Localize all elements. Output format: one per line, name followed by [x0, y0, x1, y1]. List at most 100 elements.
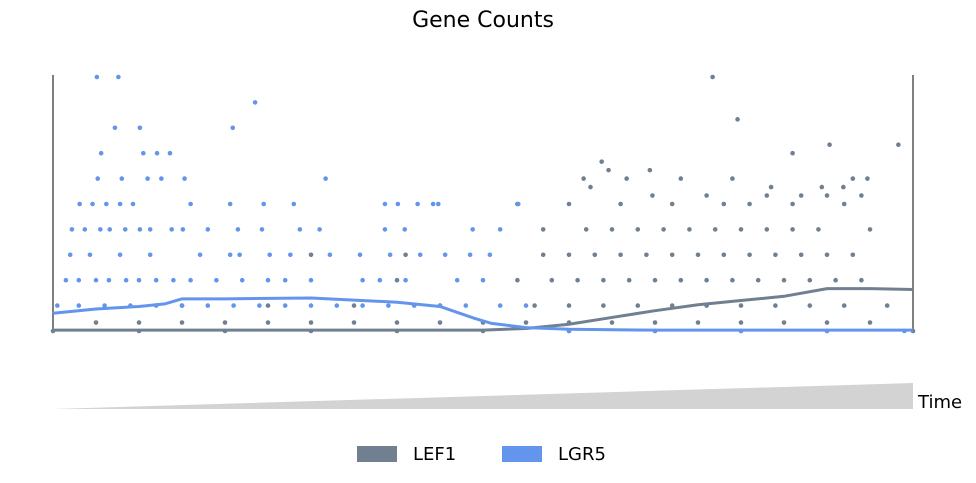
smooth-line: [53, 287, 914, 332]
data-point: [865, 176, 870, 181]
data-point: [154, 150, 160, 156]
data-point: [764, 227, 770, 232]
data-point: [102, 303, 107, 308]
data-point: [652, 277, 658, 283]
data-point: [403, 277, 408, 283]
data-point: [119, 176, 125, 181]
data-point: [382, 201, 388, 207]
data-point: [523, 303, 529, 308]
data-point: [55, 303, 60, 308]
data-point: [137, 227, 143, 232]
data-point: [182, 176, 187, 181]
data-point: [395, 201, 401, 207]
data-point: [351, 320, 357, 325]
data-point: [430, 201, 436, 207]
data-point: [442, 252, 448, 258]
data-point: [790, 150, 795, 156]
data-point: [403, 252, 408, 258]
legend-label: LGR5: [558, 444, 606, 465]
data-point: [515, 201, 521, 207]
data-point: [382, 227, 388, 232]
data-point: [291, 201, 297, 207]
data-point: [230, 125, 236, 131]
data-point: [768, 184, 774, 190]
data-point: [601, 277, 606, 283]
data-point: [351, 303, 357, 308]
data-point: [171, 277, 176, 283]
data-point: [377, 277, 383, 283]
data-point: [721, 252, 727, 258]
data-point: [117, 252, 123, 258]
data-point: [850, 176, 856, 181]
data-point: [95, 176, 101, 181]
data-point: [357, 252, 363, 258]
data-point: [730, 176, 735, 181]
data-point: [435, 201, 441, 207]
data-point: [730, 277, 735, 283]
data-point: [669, 252, 675, 258]
data-point: [601, 303, 606, 308]
data-point: [259, 227, 265, 232]
data-point: [237, 252, 242, 258]
data-point: [781, 277, 787, 283]
data-point: [738, 320, 744, 325]
data-point: [566, 252, 572, 258]
legend-swatch: [502, 446, 542, 462]
data-point: [867, 227, 873, 232]
data-point: [252, 100, 258, 105]
data-point: [93, 277, 99, 283]
data-point: [532, 303, 537, 308]
data-point: [98, 227, 103, 232]
data-point: [288, 252, 293, 258]
data-point: [566, 201, 572, 207]
data-point: [317, 227, 322, 232]
data-point: [841, 303, 847, 308]
data-point: [147, 252, 153, 258]
data-point: [652, 320, 658, 325]
data-point: [267, 252, 273, 258]
data-point: [265, 320, 271, 325]
data-point: [147, 227, 153, 232]
data-point: [790, 201, 795, 207]
legend-swatch: [357, 446, 397, 462]
data-point: [463, 303, 469, 308]
data-point: [738, 303, 744, 308]
data-point: [695, 252, 701, 258]
data-point: [695, 320, 701, 325]
data-point: [437, 320, 443, 325]
data-point: [575, 277, 580, 283]
data-point: [188, 277, 193, 283]
data-point: [308, 252, 314, 258]
data-point: [93, 320, 99, 325]
data-point: [807, 277, 813, 283]
data-point: [859, 193, 864, 198]
data-point: [282, 277, 288, 283]
data-point: [635, 303, 641, 308]
data-point: [827, 142, 832, 148]
data-point: [167, 150, 173, 156]
time-wedge: [53, 383, 913, 409]
data-point: [116, 74, 121, 80]
data-point: [841, 184, 846, 190]
data-point: [626, 277, 632, 283]
data-point: [549, 277, 555, 283]
data-point: [824, 252, 830, 258]
data-point: [661, 227, 666, 232]
data-point: [104, 201, 109, 207]
data-point: [417, 252, 423, 258]
data-point: [833, 277, 838, 283]
data-point: [599, 159, 604, 164]
data-point: [76, 303, 82, 308]
data-point: [487, 252, 493, 258]
data-point: [153, 277, 159, 283]
data-point: [867, 320, 873, 325]
data-point: [721, 201, 727, 207]
data-point: [94, 74, 100, 80]
data-point: [480, 277, 486, 283]
data-point: [106, 277, 112, 283]
data-point: [334, 303, 340, 308]
data-point: [122, 227, 128, 232]
data-point: [308, 277, 314, 283]
data-point: [136, 320, 142, 325]
data-point: [63, 277, 69, 283]
